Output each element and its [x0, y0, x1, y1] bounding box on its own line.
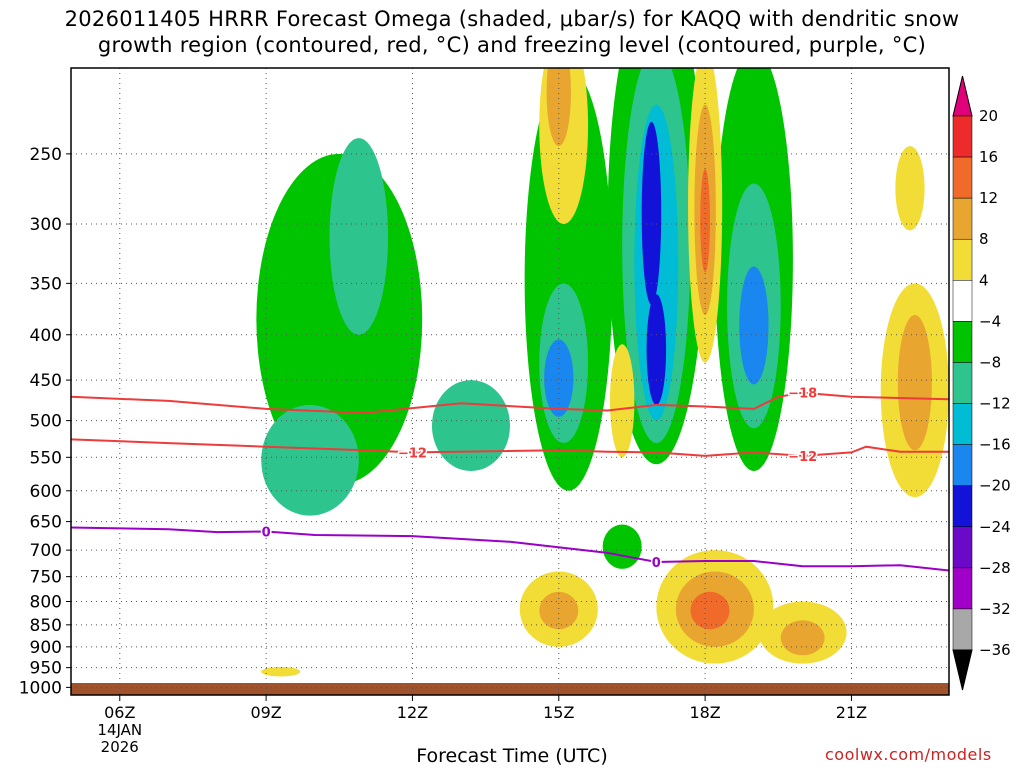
y-tick-label: 1000 [19, 678, 62, 698]
colorbar-label: −36 [979, 641, 1011, 659]
omega-shaded-region-2 [261, 404, 359, 516]
y-tick-label: 550 [30, 448, 62, 468]
omega-shaded-region-20 [546, 68, 571, 147]
y-tick-label: 800 [30, 593, 62, 613]
colorbar-bin [952, 567, 973, 610]
colorbar-bin [952, 115, 973, 158]
x-tick-date-label: 14JAN [97, 721, 142, 739]
omega-shaded-region-12 [646, 294, 667, 405]
y-tick-label: 400 [30, 326, 62, 346]
omega-shaded-region-32 [895, 146, 925, 231]
colorbar-bin [952, 403, 973, 445]
colorbar-bin [952, 156, 973, 199]
y-tick-label: 300 [30, 215, 62, 235]
y-tick-label: 950 [30, 659, 62, 679]
colorbar-bin [952, 362, 973, 404]
y-tick-label: 900 [30, 638, 62, 658]
colorbar-label: −24 [979, 518, 1011, 536]
colorbar-label: 16 [979, 148, 998, 166]
colorbar-bin [952, 526, 973, 569]
colorbar-bin [952, 197, 973, 240]
y-tick-label: 600 [30, 482, 62, 502]
omega-shaded-region-11 [641, 121, 662, 305]
contour-line-1 [71, 391, 949, 414]
colorbar-top-triangle [952, 75, 973, 117]
omega-shaded-region-33 [261, 666, 301, 677]
y-tick-label: 850 [30, 616, 62, 636]
omega-shaded-region-15 [739, 266, 769, 385]
colorbar-label: −28 [979, 559, 1011, 577]
x-tick-date-label: 2026 [101, 738, 139, 756]
colorbar-label: −16 [979, 436, 1011, 454]
y-tick-label: 750 [30, 568, 62, 588]
colorbar-label: −4 [979, 312, 1001, 330]
omega-shaded-region-22 [539, 591, 579, 630]
x-tick-label: 09Z [250, 703, 281, 722]
colorbar-label: 20 [979, 107, 998, 125]
colorbar-label: 12 [979, 189, 998, 207]
contour-line-2 [71, 438, 949, 457]
y-tick-label: 500 [30, 412, 62, 432]
colorbar-label: −20 [979, 477, 1011, 495]
colorbar-bin [952, 444, 973, 486]
colorbar-label: −32 [979, 600, 1011, 618]
contour-label: 0 [652, 556, 661, 571]
contour-label: −18 [788, 387, 817, 402]
y-tick-label: 350 [30, 274, 62, 294]
contour-line-3 [71, 526, 949, 572]
contour-label: 0 [262, 526, 271, 541]
colorbar-bin [952, 321, 973, 363]
x-axis-label: Forecast Time (UTC) [416, 745, 608, 767]
x-tick-label: 18Z [689, 703, 720, 722]
colorbar-label: 4 [979, 271, 989, 289]
chart-title-line-2: growth region (contoured, red, °C) and f… [97, 33, 927, 57]
colorbar-label: −12 [979, 395, 1011, 413]
x-tick-label: 06Z [104, 703, 135, 722]
y-tick-label: 250 [30, 145, 62, 165]
credit-text: coolwx.com/models [825, 745, 992, 764]
y-tick-label: 650 [30, 513, 62, 533]
contour-label: −12 [398, 446, 427, 461]
omega-shaded-region-31 [602, 524, 642, 569]
colorbar-label: 8 [979, 230, 989, 248]
omega-shaded-region-18 [700, 168, 710, 273]
chart-title-line-1: 2026011405 HRRR Forecast Omega (shaded, … [64, 7, 960, 31]
terrain-strip [71, 683, 949, 695]
colorbar-bin [952, 280, 973, 322]
colorbar-label: −8 [979, 353, 1001, 371]
colorbar-bin [952, 485, 973, 528]
omega-shaded-region-25 [690, 591, 730, 630]
plot-frame [70, 67, 950, 696]
colorbar-bin [952, 238, 973, 281]
omega-shaded-region-4 [431, 380, 510, 472]
omega-shaded-region-30 [609, 344, 635, 458]
colorbar-bottom-triangle [952, 649, 973, 691]
x-tick-label: 12Z [397, 703, 428, 722]
colorbar-bin [952, 608, 973, 651]
contour-label: −12 [788, 450, 817, 465]
omega-shaded-region-3 [329, 138, 389, 335]
omega-shaded-region-27 [780, 620, 825, 656]
omega-shaded-region-29 [897, 315, 932, 451]
y-tick-label: 450 [30, 371, 62, 391]
x-tick-label: 15Z [543, 703, 574, 722]
x-tick-label: 21Z [836, 703, 867, 722]
y-tick-label: 700 [30, 541, 62, 561]
